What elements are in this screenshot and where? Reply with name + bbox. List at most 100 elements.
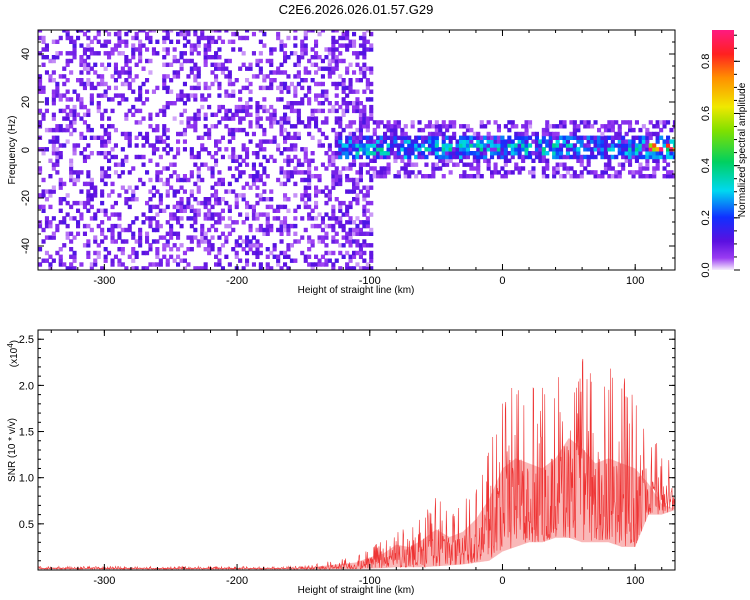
spectrogram-cell: [603, 170, 608, 175]
spectrogram-cell: [345, 31, 350, 37]
spectrogram-cell: [352, 101, 357, 106]
spectrogram-cell: [541, 139, 546, 144]
spectrogram-cell: [434, 147, 439, 152]
spectrogram-cell: [666, 170, 671, 175]
spectrogram-cell: [107, 39, 112, 44]
spectrogram-cell: [51, 258, 56, 263]
spectrogram-cell: [459, 139, 464, 144]
spectrogram-cell: [220, 116, 225, 121]
spectrogram-cell: [69, 120, 74, 125]
spectrogram-cell: [100, 220, 105, 225]
spectrogram-cell: [148, 70, 153, 75]
spectrogram-cell: [58, 258, 63, 263]
spectrogram-cell: [172, 58, 177, 64]
spectrogram-cell: [472, 131, 477, 137]
spectrogram-cell: [44, 108, 49, 114]
x-tick-label: 100: [626, 275, 644, 287]
spectrogram-cell: [141, 81, 146, 87]
spectrogram-cell: [107, 62, 112, 67]
spectrogram-cell: [207, 247, 212, 252]
spectrogram-cell: [621, 151, 626, 156]
spectrogram-cell: [352, 131, 357, 137]
spectrogram-cell: [559, 120, 564, 125]
spectrogram-cell: [241, 35, 246, 41]
spectrogram-cell: [303, 158, 308, 163]
spectrogram-cell: [65, 231, 70, 236]
spectrogram-cell: [48, 266, 53, 270]
spectrogram-cell: [496, 154, 501, 160]
spectrogram-cell: [362, 112, 367, 117]
spectrogram-cell: [638, 135, 643, 140]
spectrogram-cell: [365, 231, 370, 236]
spectrogram-cell: [279, 231, 284, 236]
spectrogram-cell: [203, 131, 208, 137]
spectrogram-cell: [459, 124, 464, 129]
spectrogram-cell: [396, 135, 401, 140]
spectrogram-cell: [303, 185, 308, 190]
spectrogram-cell: [127, 85, 132, 91]
spectrogram-cell: [62, 74, 67, 79]
spectrogram-cell: [362, 51, 367, 56]
spectrogram-cell: [362, 212, 367, 217]
spectrogram-cell: [272, 254, 277, 259]
spectrogram-cell: [51, 162, 56, 167]
spectrogram-cell: [117, 101, 122, 106]
spectrogram-cell: [355, 239, 360, 244]
spectrogram-cell: [386, 154, 391, 160]
spectrogram-cell: [214, 158, 219, 163]
spectrogram-cell: [51, 101, 56, 106]
spectrogram-cell: [279, 131, 284, 137]
spectrogram-cell: [86, 70, 91, 75]
spectrogram-cell: [217, 262, 222, 267]
spectrogram-cell: [48, 74, 53, 79]
spectrogram-cell: [327, 58, 332, 64]
spectrogram-cell: [72, 266, 77, 270]
spectrogram-cell: [324, 166, 329, 171]
spectrogram-cell: [265, 74, 270, 79]
spectrogram-cell: [251, 235, 256, 240]
spectrogram-cell: [314, 189, 319, 194]
spectrogram-cell: [265, 247, 270, 252]
spectrogram-cell: [296, 131, 301, 137]
spectrogram-cell: [220, 66, 225, 71]
spectrogram-cell: [158, 139, 163, 144]
spectrogram-cell: [86, 170, 91, 175]
spectrogram-cell: [545, 124, 550, 129]
spectrogram-cell: [172, 193, 177, 198]
spectrogram-cell: [203, 239, 208, 244]
spectrogram-cell: [348, 166, 353, 171]
spectrogram-cell: [300, 177, 305, 183]
spectrogram-cell: [245, 66, 250, 71]
spectrogram-cell: [165, 30, 170, 33]
spectrogram-cell: [234, 200, 239, 206]
spectrogram-cell: [652, 158, 657, 163]
spectrogram-cell: [320, 216, 325, 221]
spectrogram-cell: [96, 104, 101, 110]
spectrogram-cell: [576, 151, 581, 156]
spectrogram-cell: [241, 104, 246, 110]
spectrogram-cell: [265, 227, 270, 233]
spectrogram-cell: [555, 166, 560, 171]
spectrogram-cell: [331, 216, 336, 221]
spectrogram-cell: [231, 131, 236, 137]
spectrogram-cell: [345, 220, 350, 225]
spectrogram-cell: [196, 212, 201, 217]
spectrogram-cell: [44, 47, 49, 52]
spectrogram-cell: [65, 89, 70, 94]
spectrogram-cell: [220, 243, 225, 248]
spectrogram-cell: [269, 47, 274, 52]
spectrogram-cell: [490, 143, 495, 148]
spectrogram-cell: [317, 55, 322, 60]
spectrogram-cell: [610, 166, 615, 171]
spectrogram-cell: [203, 231, 208, 236]
spectrogram-cell: [110, 223, 115, 229]
spectrogram-cell: [310, 116, 315, 121]
spectrogram-cell: [389, 135, 394, 140]
spectrogram-cell: [124, 31, 129, 37]
spectrogram-cell: [210, 39, 215, 44]
spectrogram-cell: [76, 231, 81, 236]
spectrogram-cell: [283, 81, 288, 87]
spectrogram-cell: [58, 154, 63, 160]
spectrogram-cell: [465, 143, 470, 148]
spectrogram-cell: [262, 85, 267, 91]
